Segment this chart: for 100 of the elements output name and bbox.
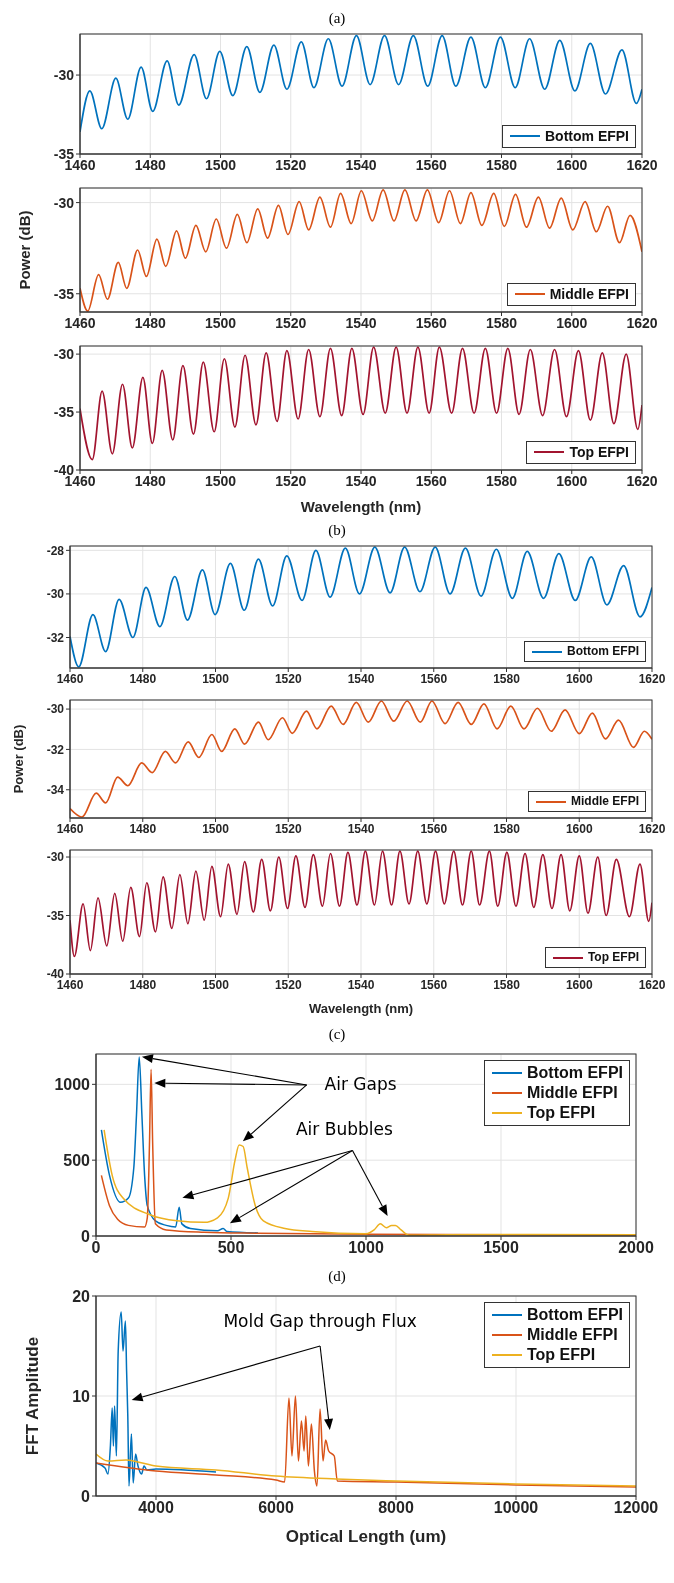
x-tick-label: 1600 [565, 977, 593, 992]
legend-label: Middle EFPI [549, 285, 629, 303]
x-tick-label: 1540 [347, 977, 375, 992]
x-tick-label: 1540 [347, 671, 375, 686]
chart-title: (b) [327, 521, 347, 540]
x-tick-label: 1500 [483, 1239, 519, 1257]
x-tick-label: 1000 [348, 1239, 384, 1257]
x-tick-label: 1540 [347, 821, 375, 836]
y-tick-label: 1000 [54, 1076, 91, 1094]
legend-label: Middle EFPI [527, 1325, 618, 1345]
legend-label: Top EFPI [527, 1345, 596, 1365]
x-tick-label: 1500 [202, 821, 230, 836]
line-series [100, 1056, 259, 1234]
x-tick-label: 12000 [613, 1499, 659, 1517]
y-tick-label: -30 [53, 67, 75, 84]
x-tick-label: 1540 [345, 156, 377, 173]
x-tick-label: 1600 [556, 156, 588, 173]
x-tick-label: 1460 [56, 821, 84, 836]
x-tick-label: 1500 [204, 314, 237, 331]
x-tick-label: 1500 [202, 977, 230, 992]
x-tick-label: 1540 [345, 314, 377, 331]
y-axis-title: FFT Amplitude [23, 1336, 43, 1456]
x-tick-label: 1520 [275, 472, 307, 489]
x-tick-label: 1560 [420, 821, 448, 836]
x-tick-label: 1580 [493, 821, 521, 836]
chart-title: (c) [327, 1025, 347, 1044]
y-tick-label: -28 [46, 543, 65, 558]
chart-title: (a) [327, 9, 347, 28]
y-tick-label: -30 [46, 702, 65, 717]
legend-label: Top EFPI [569, 443, 629, 461]
x-tick-label: 1540 [345, 472, 377, 489]
x-tick-label: 1560 [415, 156, 448, 173]
x-tick-label: 1580 [485, 314, 518, 331]
y-tick-label: -32 [46, 742, 65, 757]
x-tick-label: 1520 [275, 314, 307, 331]
x-tick-label: 1500 [204, 156, 237, 173]
x-tick-label: 1580 [485, 472, 518, 489]
x-tick-label: 1600 [565, 671, 593, 686]
x-tick-label: 1620 [626, 156, 658, 173]
y-axis-title: Power (dB) [15, 210, 33, 290]
x-tick-label: 10000 [493, 1499, 539, 1517]
x-tick-label: 1500 [202, 671, 230, 686]
x-tick-label: 1580 [493, 671, 521, 686]
legend-label: Top EFPI [587, 950, 639, 965]
x-tick-label: 6000 [258, 1499, 294, 1517]
x-tick-label: 1520 [275, 156, 307, 173]
x-tick-label: 1620 [638, 977, 666, 992]
legend-label: Top EFPI [527, 1103, 596, 1123]
y-tick-label: -35 [53, 404, 75, 421]
x-tick-label: 1520 [274, 821, 302, 836]
y-tick-label: -35 [46, 908, 65, 923]
x-tick-label: 1460 [56, 977, 84, 992]
x-axis-title: Optical Length (um) [284, 1526, 448, 1548]
legend-label: Middle EFPI [570, 794, 639, 809]
annotation: Air Gaps [324, 1073, 397, 1094]
legend-label: Bottom EFPI [527, 1305, 623, 1325]
x-tick-label: 1460 [56, 671, 84, 686]
x-tick-label: 500 [217, 1239, 245, 1257]
x-tick-label: 1480 [134, 156, 167, 173]
x-tick-label: 1460 [64, 314, 96, 331]
y-tick-label: -35 [53, 285, 75, 302]
x-tick-label: 1620 [626, 314, 658, 331]
x-tick-label: 1560 [420, 977, 448, 992]
annotation: Air Bubbles [295, 1119, 393, 1140]
x-tick-label: 8000 [378, 1499, 414, 1517]
legend-label: Bottom EFPI [527, 1063, 623, 1083]
annotation: Mold Gap through Flux [223, 1311, 417, 1331]
y-tick-label: -30 [53, 346, 75, 363]
x-tick-label: 1600 [565, 821, 593, 836]
y-tick-label: -30 [46, 850, 65, 865]
y-tick-label: 500 [63, 1151, 91, 1169]
legend-label: Bottom EFPI [567, 644, 639, 659]
x-tick-label: 1480 [134, 472, 167, 489]
x-tick-label: 1480 [129, 977, 157, 992]
y-tick-label: -34 [46, 783, 65, 798]
x-axis-title: Wavelength (nm) [299, 497, 423, 517]
x-tick-label: 1480 [129, 671, 157, 686]
x-tick-label: 1620 [626, 472, 658, 489]
line-series [96, 1395, 636, 1488]
y-axis-title: Power (dB) [11, 724, 27, 794]
x-tick-label: 4000 [138, 1499, 174, 1517]
y-tick-label: 0 [81, 1487, 91, 1505]
legend-label: Middle EFPI [527, 1083, 618, 1103]
x-tick-label: 1560 [420, 671, 448, 686]
x-axis-title: Wavelength (nm) [307, 1000, 415, 1018]
line-series [96, 1453, 636, 1487]
x-tick-label: 1620 [638, 821, 666, 836]
chart-title: (d) [327, 1267, 347, 1286]
y-tick-label: 0 [81, 1227, 91, 1245]
y-tick-label: -30 [46, 587, 65, 602]
x-tick-label: 1560 [415, 472, 448, 489]
x-tick-label: 1620 [638, 671, 666, 686]
x-tick-label: 1580 [485, 156, 518, 173]
y-tick-label: 10 [72, 1387, 91, 1405]
legend-label: Bottom EFPI [545, 127, 629, 145]
x-tick-label: 1480 [129, 821, 157, 836]
x-tick-label: 1480 [134, 314, 167, 331]
x-tick-label: 1520 [274, 671, 302, 686]
x-tick-label: 1600 [556, 472, 588, 489]
x-tick-label: 1600 [556, 314, 588, 331]
